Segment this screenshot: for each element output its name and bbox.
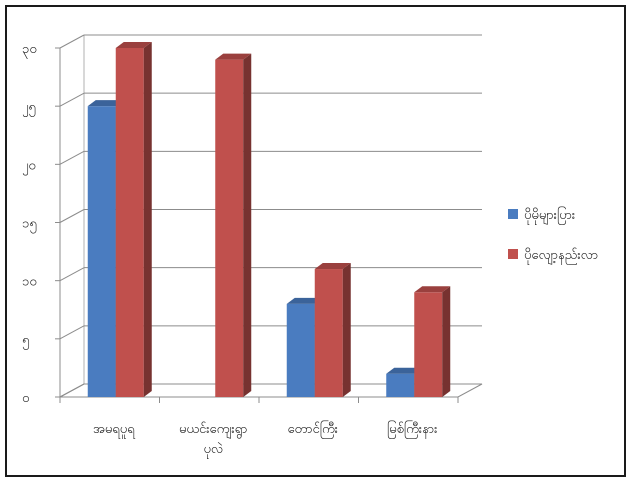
bar-top: [314, 263, 351, 270]
y-tick-label: ၂၅: [22, 100, 36, 117]
legend-label: ပိုလျော့နည်းလာ: [524, 247, 598, 265]
x-tick-label: အမရပူရ: [93, 422, 135, 439]
legend-label: ပိုမိုများပြား: [524, 206, 575, 225]
bar-top: [115, 42, 152, 48]
bar: [314, 269, 343, 397]
bar: [215, 59, 244, 398]
bar: [286, 303, 315, 397]
y-tick-label: ၂၀: [22, 158, 36, 175]
bar-top: [414, 286, 451, 293]
legend-swatch: [508, 249, 518, 259]
bar-side: [342, 263, 351, 397]
gridline-depth: [59, 209, 85, 223]
x-tick-label: ပုလဲ: [203, 442, 223, 459]
bar-top: [386, 367, 423, 374]
x-tick-label: တောင်ကြီး: [288, 420, 338, 439]
gridline-depth: [59, 325, 85, 340]
gridline-depth: [59, 267, 85, 282]
bar-top: [215, 53, 252, 60]
bar-top: [286, 297, 323, 304]
bar: [87, 106, 116, 398]
bar-side: [143, 42, 152, 397]
bar-side: [442, 286, 451, 397]
x-tick-label: မြစ်ကြီးနား: [387, 420, 438, 439]
y-tick-label: ၃၀: [22, 42, 37, 59]
gridline-depth: [59, 150, 85, 165]
y-tick-label: ၅: [22, 333, 29, 350]
bar: [386, 373, 415, 397]
y-tick-label: ၁၀: [22, 275, 37, 290]
legend-swatch: [508, 209, 518, 219]
y-tick-label: ၀: [22, 391, 29, 406]
bar-side: [243, 53, 252, 398]
x-tick-label: မယင်းကျေးရွာ: [179, 421, 248, 439]
bar-top: [87, 100, 124, 107]
gridline-depth: [59, 34, 85, 49]
bar: [115, 48, 144, 397]
y-tick-label: ၁၅: [22, 217, 37, 234]
gridline-depth: [59, 92, 85, 107]
bar: [414, 292, 443, 397]
